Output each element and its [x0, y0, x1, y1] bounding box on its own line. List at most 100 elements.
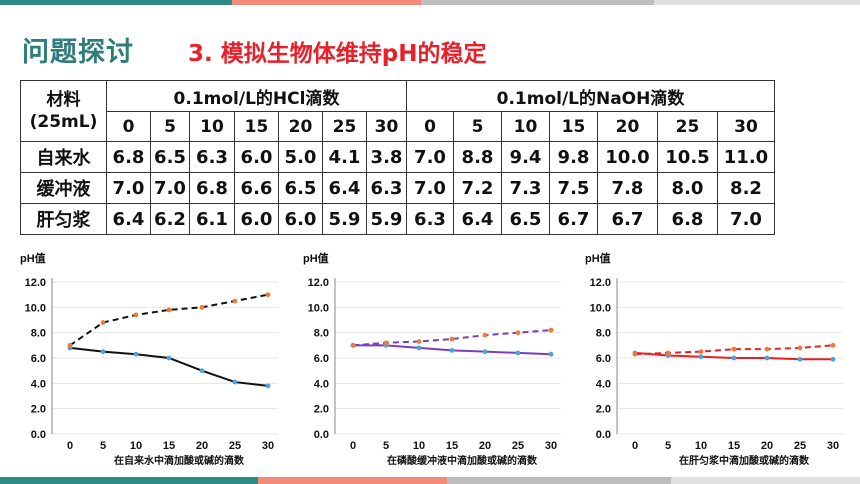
- x-tick-label: 0: [67, 440, 73, 452]
- hcl-drops-header: 10: [189, 111, 235, 142]
- naoh-ph-cell: 6.3: [406, 203, 454, 235]
- naoh-ph-cell: 7.8: [597, 172, 658, 204]
- naoh-ph-cell: 8.8: [453, 141, 502, 173]
- naoh-drops-header: 10: [501, 111, 550, 142]
- x-tick-label: 20: [761, 440, 773, 452]
- y-tick-label: 6.0: [596, 353, 611, 365]
- naoh-ph-cell: 7.0: [406, 172, 454, 204]
- chart-liver-svg: pH值 0.0 2.0 4.0 6.0 8.0 10.0 12.0 0 5 10 15 20 25 30 在肝…: [585, 251, 843, 467]
- hcl-ph-cell: 5.9: [322, 203, 367, 235]
- row-material-label: 自来水: [20, 141, 107, 173]
- naoh-data-point: [548, 327, 554, 333]
- page-subtitle: 3. 模拟生物体维持pH的稳定: [188, 41, 487, 67]
- hcl-series-line: [69, 346, 269, 387]
- hcl-ph-cell: 6.4: [106, 203, 151, 235]
- hcl-ph-cell: 7.0: [150, 172, 190, 204]
- chart-liver: pH值 0.0 2.0 4.0 6.0 8.0 10.0 12.0 0 5 10 15 20 25 30 在肝…: [583, 248, 853, 470]
- y-tick-label: 8.0: [31, 328, 46, 340]
- x-tick-label: 15: [728, 440, 740, 452]
- accent-segment: [421, 0, 654, 5]
- x-axis-label: 在肝匀浆中滴加酸或碱的滴数: [679, 454, 810, 467]
- hcl-drops-header: 5: [150, 111, 190, 142]
- y-tick-label: 10.0: [308, 302, 329, 314]
- naoh-data-point: [665, 350, 671, 356]
- y-tick-label: 4.0: [314, 378, 329, 390]
- y-tick-label: 12.0: [308, 277, 329, 289]
- naoh-drops-header: 25: [657, 111, 718, 142]
- naoh-data-point: [797, 345, 803, 351]
- x-tick-label: 0: [632, 440, 638, 452]
- accent-segment: [670, 477, 860, 484]
- hcl-drops-header: 15: [234, 111, 279, 142]
- hcl-ph-cell: 5.9: [366, 203, 407, 235]
- hcl-data-point: [199, 368, 205, 374]
- naoh-data-point: [232, 298, 238, 304]
- naoh-ph-cell: 6.4: [453, 203, 502, 235]
- x-tick-label: 20: [196, 440, 208, 452]
- naoh-ph-cell: 9.4: [501, 141, 550, 173]
- x-tick-label: 25: [512, 440, 524, 452]
- hcl-ph-cell: 3.8: [366, 141, 407, 173]
- naoh-ph-cell: 10.0: [597, 141, 658, 173]
- hcl-ph-cell: 6.8: [106, 141, 151, 173]
- naoh-data-point: [764, 346, 770, 352]
- top-accent-bar: [0, 0, 860, 5]
- y-tick-label: 12.0: [590, 277, 611, 289]
- y-tick-label: 12.0: [25, 277, 46, 289]
- hcl-ph-cell: 6.0: [234, 203, 279, 235]
- hcl-ph-cell: 4.1: [322, 141, 367, 173]
- accent-segment: [0, 477, 258, 484]
- row-material-label: 肝匀浆: [20, 203, 107, 235]
- naoh-data-point: [350, 342, 356, 348]
- y-tick-label: 2.0: [596, 404, 611, 416]
- hcl-ph-cell: 5.0: [278, 141, 323, 173]
- hcl-drops-header: 20: [278, 111, 323, 142]
- y-tick-label: 8.0: [314, 328, 329, 340]
- y-axis-label: pH值: [20, 251, 46, 265]
- hcl-drops-header: 0: [106, 111, 151, 142]
- accent-segment: [258, 477, 448, 484]
- hcl-ph-cell: 6.0: [234, 141, 279, 173]
- x-tick-label: 10: [130, 440, 142, 452]
- y-tick-label: 10.0: [25, 302, 46, 314]
- y-tick-label: 4.0: [596, 378, 611, 390]
- y-tick-label: 2.0: [31, 404, 46, 416]
- x-tick-label: 5: [665, 440, 671, 452]
- naoh-ph-cell: 6.7: [597, 203, 658, 235]
- hcl-ph-cell: 6.1: [189, 203, 235, 235]
- naoh-ph-cell: 6.8: [657, 203, 718, 235]
- y-tick-label: 10.0: [590, 302, 611, 314]
- hcl-data-point: [548, 351, 554, 357]
- hcl-drops-header: 30: [366, 111, 407, 142]
- volume-header-label: (25mL): [29, 112, 98, 132]
- naoh-drops-header: 30: [717, 111, 775, 142]
- accent-segment: [447, 477, 671, 484]
- naoh-data-point: [265, 292, 271, 298]
- naoh-series-line: [69, 293, 269, 347]
- table-row: 缓冲液 7.0 7.0 6.8 6.6 6.5 6.4 6.3 7.0 7.2 7.3 7.5 7.8 8…: [20, 172, 775, 204]
- y-tick-label: 8.0: [596, 328, 611, 340]
- naoh-data-point: [199, 304, 205, 310]
- chart-buffer: pH值 0.0 2.0 4.0 6.0 8.0 10.0 12.0 0 5 10 15 20 25 30 在磷…: [301, 248, 571, 470]
- naoh-data-point: [482, 332, 488, 338]
- y-tick-label: 2.0: [314, 404, 329, 416]
- naoh-ph-cell: 11.0: [717, 141, 775, 173]
- naoh-data-point: [133, 312, 139, 318]
- hcl-group-header: 0.1mol/L的HCl滴数: [106, 80, 407, 112]
- hcl-data-point: [515, 350, 521, 356]
- naoh-ph-cell: 7.5: [549, 172, 598, 204]
- hcl-data-point: [797, 356, 803, 362]
- y-tick-label: 6.0: [314, 353, 329, 365]
- hcl-data-point: [232, 379, 238, 385]
- naoh-data-point: [830, 342, 836, 348]
- naoh-data-point: [166, 307, 172, 313]
- bottom-accent-bar: [0, 477, 860, 484]
- hcl-data-point: [830, 356, 836, 362]
- naoh-data-point: [383, 340, 389, 346]
- naoh-drops-header: 15: [549, 111, 598, 142]
- naoh-ph-cell: 10.5: [657, 141, 718, 173]
- x-tick-label: 5: [100, 440, 106, 452]
- naoh-data-point: [515, 330, 521, 336]
- x-tick-label: 30: [827, 440, 839, 452]
- naoh-ph-cell: 9.8: [549, 141, 598, 173]
